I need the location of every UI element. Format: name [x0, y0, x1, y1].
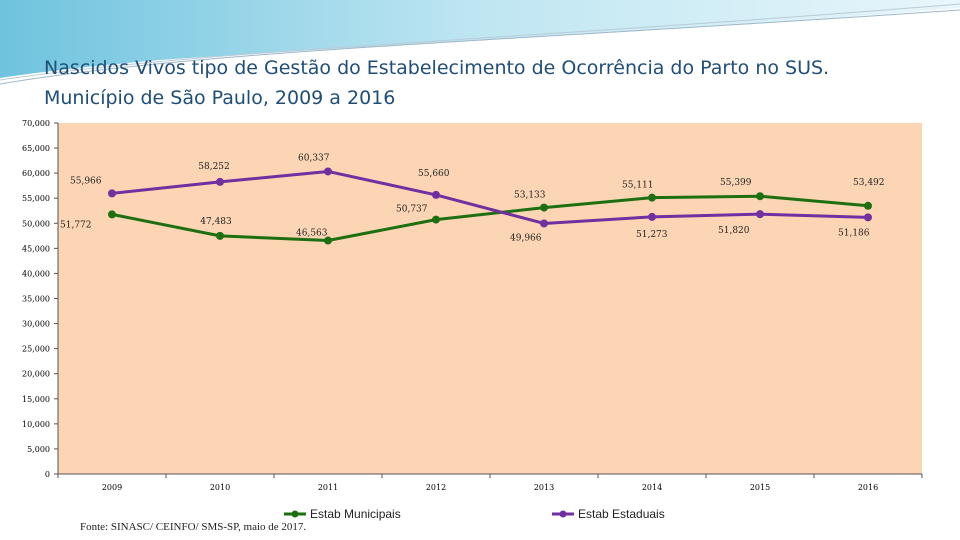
decorative-header-swoosh	[0, 0, 960, 85]
y-tick-label: 5,000	[27, 445, 50, 454]
y-tick-label: 55,000	[22, 194, 50, 203]
data-point-municipal	[432, 215, 440, 224]
legend-marker-estadual	[559, 510, 567, 518]
data-point-estadual	[756, 210, 764, 219]
legend-marker-municipal	[291, 510, 299, 518]
data-point-estadual	[864, 213, 872, 222]
y-tick-label: 60,000	[22, 169, 50, 178]
data-point-estadual	[216, 177, 224, 186]
data-label-estadual: 51,273	[636, 230, 668, 240]
y-tick-label: 15,000	[22, 395, 50, 404]
legend-label-estadual: Estab Estaduais	[578, 507, 665, 521]
y-tick-label: 10,000	[22, 420, 50, 429]
plot-area	[58, 123, 922, 474]
x-tick-label: 2014	[642, 483, 662, 492]
x-tick-label: 2016	[858, 483, 878, 492]
legend-label-municipal: Estab Municipais	[310, 507, 401, 521]
chart-title-line-1: Nascidos Vivos tipo de Gestão do Estabel…	[44, 57, 830, 79]
data-label-municipal: 53,492	[853, 178, 885, 188]
x-tick-label: 2015	[750, 483, 770, 492]
x-tick-label: 2010	[210, 483, 230, 492]
data-point-municipal	[540, 203, 548, 212]
data-label-estadual: 55,660	[418, 169, 450, 179]
series-line-estadual	[111, 169, 869, 225]
data-label-municipal: 51,772	[60, 220, 92, 230]
data-point-estadual	[648, 212, 656, 221]
data-label-estadual: 51,820	[718, 226, 750, 236]
data-label-municipal: 55,399	[720, 178, 752, 188]
data-label-estadual: 49,966	[510, 233, 542, 243]
data-point-estadual	[108, 189, 116, 198]
y-tick-label: 25,000	[22, 345, 50, 354]
y-tick-label: 45,000	[22, 244, 50, 253]
chart-title-line-2: Município de São Paulo, 2009 a 2016	[44, 87, 396, 109]
data-label-municipal: 47,483	[200, 217, 232, 227]
x-tick-label: 2012	[426, 483, 446, 492]
data-label-municipal: 50,737	[396, 205, 428, 215]
data-label-estadual: 58,252	[198, 162, 230, 172]
y-tick-label: 40,000	[22, 269, 50, 278]
y-tick-label: 30,000	[22, 320, 50, 329]
y-tick-label: 65,000	[22, 144, 50, 153]
y-tick-label: 50,000	[22, 219, 50, 228]
data-point-municipal	[864, 201, 872, 210]
data-label-municipal: 55,111	[622, 181, 654, 191]
x-tick-label: 2013	[534, 483, 554, 492]
data-label-municipal: 46,563	[296, 229, 328, 239]
data-point-estadual	[432, 190, 440, 199]
y-tick-label: 35,000	[22, 295, 50, 304]
series-line-municipal	[111, 194, 869, 243]
x-tick-label: 2009	[102, 483, 122, 492]
y-tick-label: 20,000	[22, 370, 50, 379]
data-label-estadual: 51,186	[838, 228, 870, 238]
data-point-municipal	[108, 210, 116, 219]
data-point-municipal	[648, 193, 656, 202]
data-point-municipal	[756, 192, 764, 201]
data-label-estadual: 55,966	[70, 176, 102, 186]
y-tick-label: 0	[45, 470, 50, 479]
data-point-estadual	[324, 167, 332, 176]
data-point-estadual	[540, 219, 548, 228]
y-tick-label: 70,000	[22, 119, 50, 128]
x-tick-label: 2011	[318, 483, 338, 492]
data-point-municipal	[216, 231, 224, 240]
data-label-municipal: 53,133	[514, 191, 546, 201]
data-label-estadual: 60,337	[298, 153, 330, 163]
data-point-municipal	[324, 236, 332, 245]
line-chart: 0 5,000 10,000 15,000 20,000 25,000 30,000 35,0…	[22, 119, 923, 521]
data-source-note: Fonte: SINASC/ CEINFO/ SMS-SP, maio de 2…	[80, 521, 307, 533]
